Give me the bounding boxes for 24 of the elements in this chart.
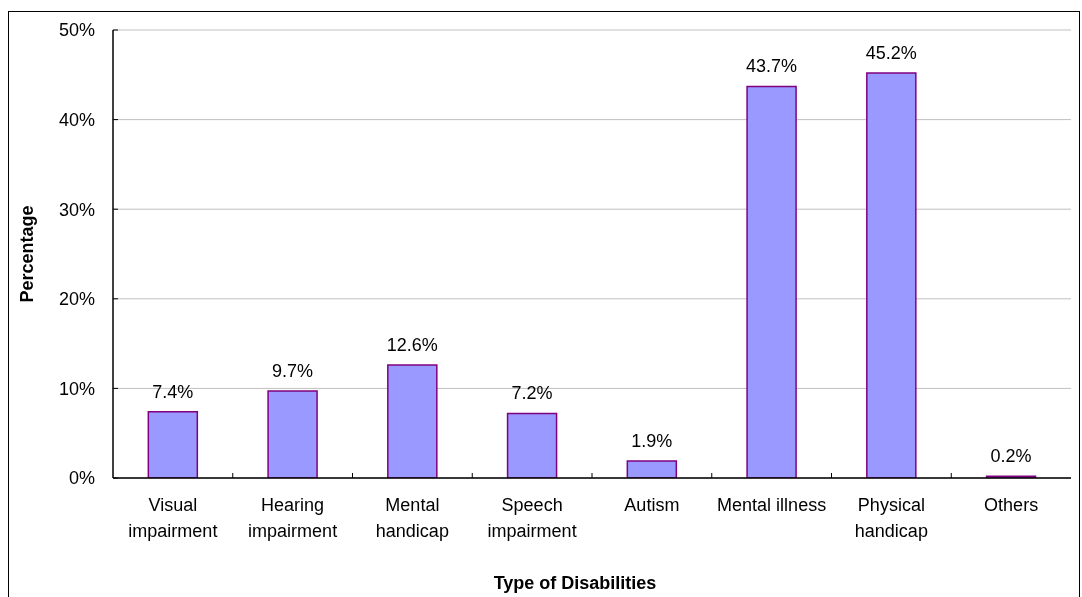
x-tick-label: Autism <box>624 495 680 515</box>
y-tick-label: 10% <box>58 378 95 399</box>
x-tick-label: Visual impairment <box>128 495 218 541</box>
data-label: 12.6% <box>386 335 438 356</box>
data-label: 9.7% <box>272 361 314 382</box>
x-axis-title: Type of Disabilities <box>493 573 657 593</box>
data-label: 0.2% <box>990 446 1032 467</box>
data-label: 7.2% <box>511 383 553 404</box>
x-tick-label: Speech impairment <box>487 495 577 541</box>
x-tick-label: Hearing impairment <box>248 495 338 541</box>
y-tick-label: 40% <box>58 109 95 130</box>
data-label: 1.9% <box>631 430 673 451</box>
data-label: 7.4% <box>152 381 194 402</box>
y-tick-label: 20% <box>58 289 95 310</box>
y-tick-label: 50% <box>58 20 95 41</box>
y-tick-label: 0% <box>68 468 95 489</box>
data-label: 45.2% <box>865 43 917 64</box>
y-axis-title: Percentage <box>17 205 37 303</box>
y-tick-label: 30% <box>58 199 95 220</box>
x-tick-label: Others <box>984 495 1039 515</box>
x-tick-label: Mental handicap <box>375 495 449 541</box>
data-label: 43.7% <box>746 56 798 77</box>
x-tick-label: Mental illness <box>717 495 827 515</box>
x-tick-label: Physical handicap <box>854 495 928 541</box>
